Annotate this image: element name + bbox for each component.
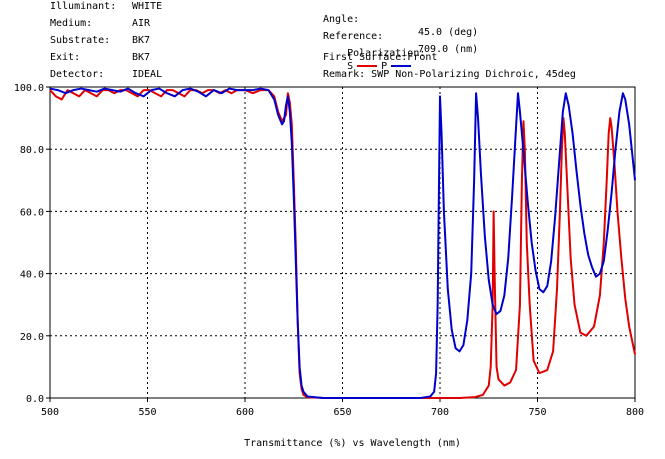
y-tick-label: 80.0: [20, 145, 44, 156]
header-value: IDEAL: [132, 69, 163, 80]
x-tick-label: 750: [528, 407, 546, 418]
remark: Remark: SWP Non-Polarizing Dichroic, 45d…: [323, 69, 576, 80]
series-line-p: [49, 87, 636, 399]
x-axis-title: Transmittance (%) vs Wavelength (nm): [244, 438, 461, 449]
pol-p-label: P: [381, 61, 388, 72]
x-tick-label: 700: [431, 407, 449, 418]
x-tick-label: 650: [333, 407, 351, 418]
y-tick-label: 60.0: [20, 207, 44, 218]
header-label: Detector:: [50, 69, 105, 80]
reference-label: Reference:: [323, 31, 384, 42]
header-value: BK7: [132, 52, 151, 63]
header-label: Substrate:: [50, 35, 111, 46]
polarization-label: Polarization:: [347, 48, 426, 59]
x-tick-label: 550: [138, 407, 156, 418]
header-value: WHITE: [132, 1, 163, 12]
polarization-row: Polarization: S P: [323, 34, 425, 86]
x-tick-label: 600: [236, 407, 254, 418]
series-line-s: [49, 89, 636, 399]
pol-s-swatch: [357, 65, 378, 67]
reference-row: Reference: 709.0 (nm): [323, 17, 478, 69]
header-value: AIR: [132, 18, 151, 29]
x-tick-label: 800: [626, 407, 644, 418]
pol-p-swatch: [391, 65, 412, 67]
header-label: Medium:: [50, 18, 93, 29]
y-tick-label: 100.0: [14, 83, 44, 94]
y-tick-label: 40.0: [20, 270, 44, 281]
angle-label: Angle:: [323, 14, 360, 25]
header-value: BK7: [132, 35, 151, 46]
x-tick-label: 500: [41, 407, 59, 418]
header-label: Illuminant:: [50, 1, 117, 12]
angle-row: Angle: 45.0 (deg): [323, 0, 478, 52]
angle-value: 45.0 (deg): [418, 27, 479, 38]
pol-s-label: S: [347, 61, 354, 72]
first-surface: First Surface:Front: [323, 52, 438, 63]
reference-value: 709.0 (nm): [418, 44, 479, 55]
y-tick-label: 20.0: [20, 332, 44, 343]
header-label: Exit:: [50, 52, 81, 63]
y-tick-label: 0.0: [26, 394, 44, 405]
